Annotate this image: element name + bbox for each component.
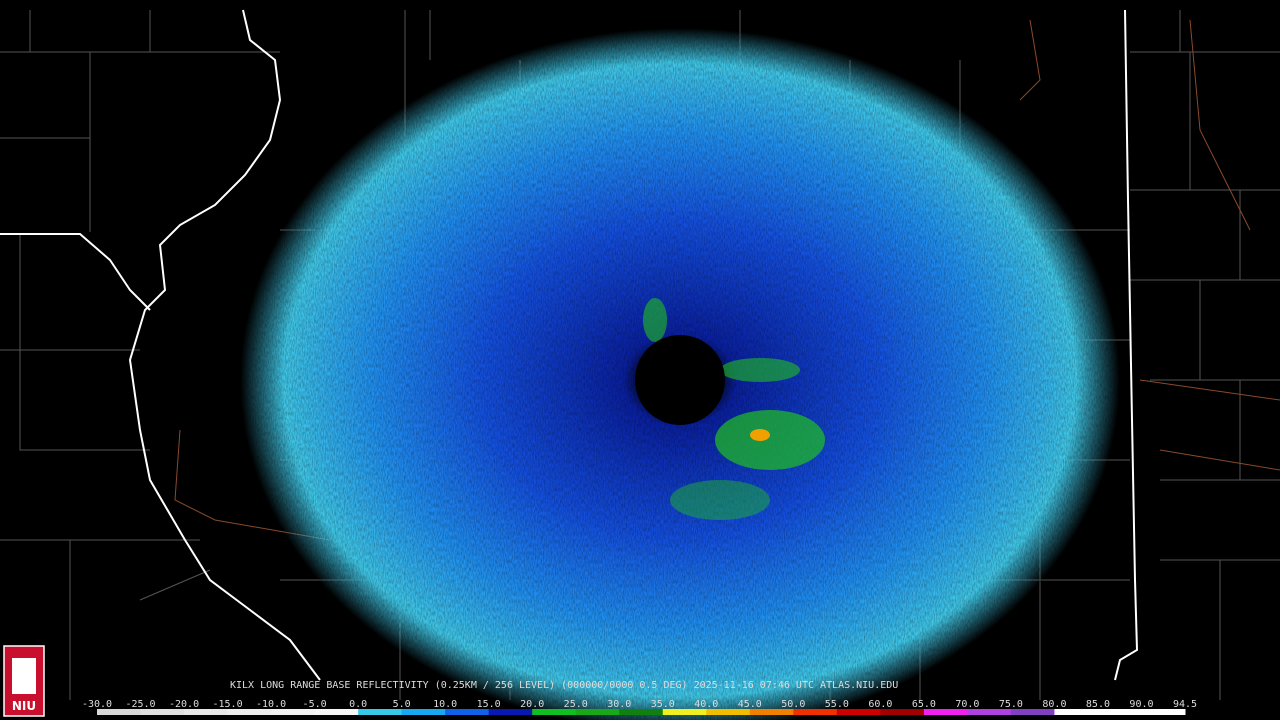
logo-text: NIU — [12, 699, 36, 713]
colorbar-segment — [967, 709, 1012, 715]
colorbar-label: 85.0 — [1086, 699, 1110, 710]
colorbar-label: 80.0 — [1042, 699, 1066, 710]
colorbar-segment — [923, 709, 968, 715]
colorbar-segment — [1054, 709, 1099, 715]
colorbar-label: -30.0 — [82, 699, 112, 710]
colorbar-segment — [314, 709, 359, 715]
colorbar-segment — [619, 709, 664, 715]
colorbar-segment — [227, 709, 272, 715]
colorbar-segment — [749, 709, 794, 715]
colorbar-segment — [140, 709, 185, 715]
colorbar-label: -20.0 — [169, 699, 199, 710]
state-borders — [0, 9, 1139, 681]
rivers — [174, 19, 1280, 591]
colorbar-segment — [488, 709, 533, 715]
colorbar-segment — [445, 709, 490, 715]
colorbar-label: 0.0 — [349, 699, 367, 710]
colorbar-segment — [836, 709, 881, 715]
colorbar-label: -10.0 — [256, 699, 286, 710]
colorbar-segment — [184, 709, 229, 715]
echo-cluster — [635, 298, 825, 520]
colorbar-label: 10.0 — [433, 699, 457, 710]
colorbar-label: 60.0 — [868, 699, 892, 710]
colorbar-segment — [1141, 709, 1186, 715]
colorbar: -30.0 -25.0 -20.0 -15.0 -10.0 -5.0 0.0 5.0 10.0 1… — [82, 699, 1197, 715]
colorbar-label: 94.5 — [1173, 699, 1197, 710]
colorbar-label: 5.0 — [393, 699, 411, 710]
colorbar-segment — [706, 709, 751, 715]
colorbar-label: -15.0 — [213, 699, 243, 710]
colorbar-segment — [575, 709, 620, 715]
colorbar-label: -25.0 — [125, 699, 155, 710]
colorbar-label: 75.0 — [999, 699, 1023, 710]
colorbar-segment — [662, 709, 707, 715]
colorbar-label: -5.0 — [303, 699, 327, 710]
colorbar-label: 20.0 — [520, 699, 544, 710]
colorbar-label: 65.0 — [912, 699, 936, 710]
colorbar-segment — [793, 709, 838, 715]
colorbar-segment — [880, 709, 925, 715]
colorbar-label: 15.0 — [477, 699, 501, 710]
colorbar-label: 70.0 — [955, 699, 979, 710]
niu-logo: NIU — [3, 645, 45, 717]
colorbar-segment — [271, 709, 316, 715]
colorbar-label: 90.0 — [1129, 699, 1153, 710]
colorbar-label: 45.0 — [738, 699, 762, 710]
colorbar-segment — [401, 709, 446, 715]
colorbar-segment — [1097, 709, 1142, 715]
colorbar-label: 30.0 — [607, 699, 631, 710]
colorbar-segment — [1010, 709, 1055, 715]
colorbar-label: 55.0 — [825, 699, 849, 710]
product-line: KILX LONG RANGE BASE REFLECTIVITY (0.25K… — [230, 680, 898, 691]
colorbar-segment — [358, 709, 403, 715]
colorbar-segment — [97, 709, 142, 715]
colorbar-label: 40.0 — [694, 699, 718, 710]
colorbar-label: 35.0 — [651, 699, 675, 710]
colorbar-label: 25.0 — [564, 699, 588, 710]
colorbar-segment — [532, 709, 577, 715]
colorbar-label: 50.0 — [781, 699, 805, 710]
